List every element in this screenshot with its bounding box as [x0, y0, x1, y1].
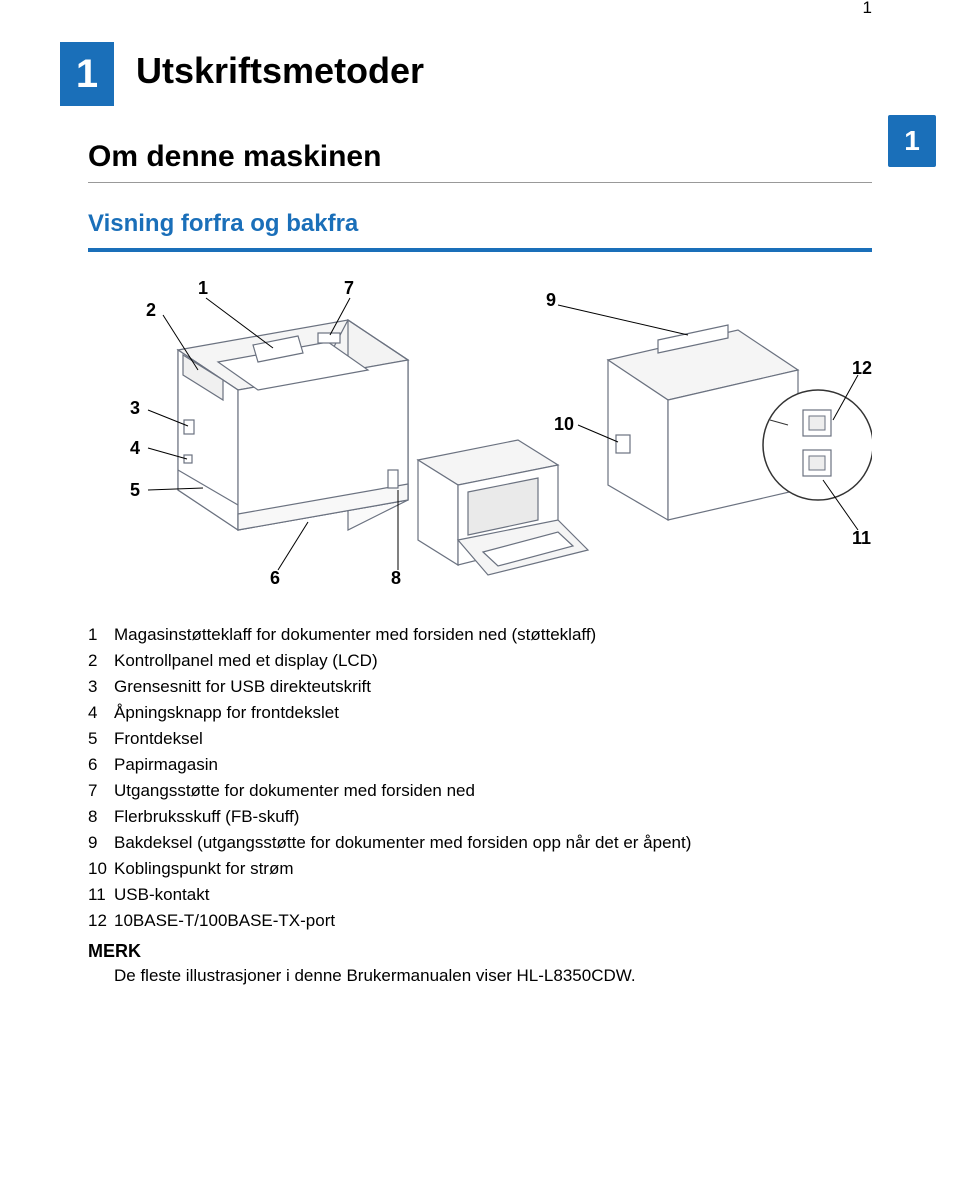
part-text: Utgangsstøtte for dokumenter med forside…	[114, 781, 475, 801]
part-text: Åpningsknapp for frontdekslet	[114, 703, 339, 723]
part-row: 1 Magasinstøtteklaff for dokumenter med …	[88, 625, 872, 645]
part-num: 4	[88, 703, 114, 723]
section-title: Om denne maskinen	[88, 140, 381, 174]
subsection-title: Visning forfra og bakfra	[88, 210, 358, 238]
chapter-title: Utskriftsmetoder	[136, 50, 424, 92]
section-rule	[88, 182, 872, 183]
part-row: 7 Utgangsstøtte for dokumenter med forsi…	[88, 781, 872, 801]
part-num: 12	[88, 911, 114, 931]
note-text: De fleste illustrasjoner i denne Brukerm…	[114, 966, 872, 986]
page-number: 1	[863, 0, 872, 18]
ports-magnify	[763, 390, 872, 500]
part-row: 8 Flerbruksskuff (FB-skuff)	[88, 807, 872, 827]
chapter-number: 1	[76, 52, 98, 97]
part-num: 10	[88, 859, 114, 879]
part-row: 9 Bakdeksel (utgangsstøtte for dokumente…	[88, 833, 872, 853]
part-num: 1	[88, 625, 114, 645]
part-text: Papirmagasin	[114, 755, 218, 775]
part-row: 4 Åpningsknapp for frontdekslet	[88, 703, 872, 723]
part-text: Kontrollpanel med et display (LCD)	[114, 651, 378, 671]
part-num: 5	[88, 729, 114, 749]
callout-5: 5	[130, 480, 140, 501]
subsection-rule	[88, 248, 872, 252]
printer-front	[178, 320, 408, 530]
callout-2: 2	[146, 300, 156, 321]
part-row: 2 Kontrollpanel med et display (LCD)	[88, 651, 872, 671]
part-row: 12 10BASE-T/100BASE-TX-port	[88, 911, 872, 931]
chapter-number-box: 1	[60, 42, 114, 106]
callout-8: 8	[391, 568, 401, 589]
callout-1: 1	[198, 278, 208, 299]
printer-svg	[88, 270, 872, 610]
callout-7: 7	[344, 278, 354, 299]
part-num: 2	[88, 651, 114, 671]
side-tab: 1	[888, 115, 936, 167]
note-heading: MERK	[88, 941, 872, 962]
part-num: 8	[88, 807, 114, 827]
printer-open	[418, 440, 588, 575]
callout-6: 6	[270, 568, 280, 589]
callout-12: 12	[852, 358, 872, 379]
part-row: 11 USB-kontakt	[88, 885, 872, 905]
part-num: 3	[88, 677, 114, 697]
part-text: Magasinstøtteklaff for dokumenter med fo…	[114, 625, 596, 645]
part-row: 3 Grensesnitt for USB direkteutskrift	[88, 677, 872, 697]
callout-4: 4	[130, 438, 140, 459]
part-num: 6	[88, 755, 114, 775]
part-text: Bakdeksel (utgangsstøtte for dokumenter …	[114, 833, 691, 853]
side-tab-number: 1	[904, 125, 920, 157]
part-row: 6 Papirmagasin	[88, 755, 872, 775]
part-num: 7	[88, 781, 114, 801]
part-text: Flerbruksskuff (FB-skuff)	[114, 807, 299, 827]
parts-list: 1 Magasinstøtteklaff for dokumenter med …	[88, 625, 872, 986]
part-text: Grensesnitt for USB direkteutskrift	[114, 677, 371, 697]
printer-diagram: 1 2 3 4 5 6 7 8 9 10 11 12	[88, 270, 872, 610]
callout-11: 11	[852, 528, 871, 549]
part-text: Koblingspunkt for strøm	[114, 859, 294, 879]
callout-9: 9	[546, 290, 556, 311]
part-text: 10BASE-T/100BASE-TX-port	[114, 911, 335, 931]
part-row: 5 Frontdeksel	[88, 729, 872, 749]
part-text: Frontdeksel	[114, 729, 203, 749]
callout-10: 10	[554, 414, 574, 435]
part-num: 11	[88, 885, 114, 905]
callout-3: 3	[130, 398, 140, 419]
part-text: USB-kontakt	[114, 885, 209, 905]
part-num: 9	[88, 833, 114, 853]
part-row: 10 Koblingspunkt for strøm	[88, 859, 872, 879]
